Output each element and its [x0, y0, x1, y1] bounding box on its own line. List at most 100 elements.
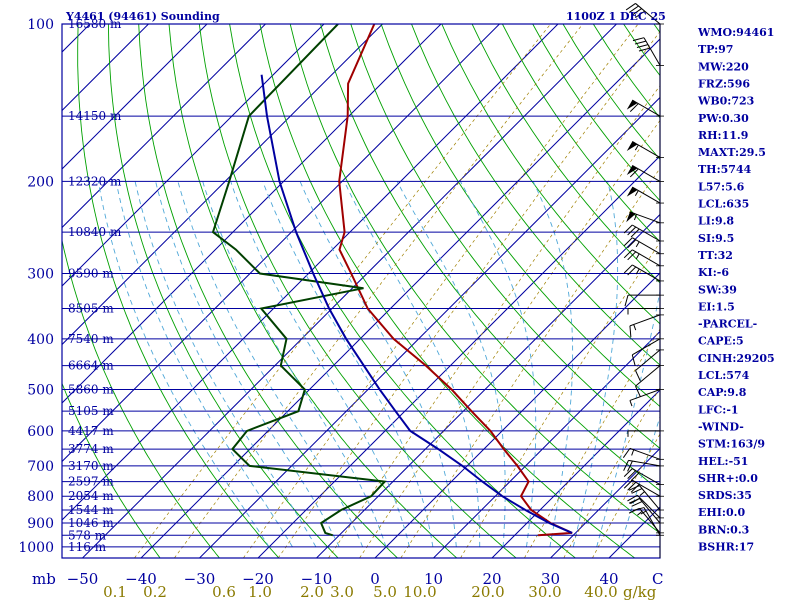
height-label: 2597 m — [68, 475, 114, 489]
isotherm-line — [62, 24, 442, 404]
height-label: 578 m — [68, 528, 107, 542]
wind-barb — [623, 224, 664, 242]
mixing-ratio-tick-label: 0.1 — [103, 583, 127, 600]
isotherm-line — [433, 330, 660, 558]
temperature-tick-label: 20 — [482, 570, 501, 588]
wind-barb — [623, 249, 664, 267]
dry-adiabat-line — [441, 24, 660, 325]
dry-adiabat-line — [380, 24, 660, 408]
moist-adiabat-line — [460, 181, 537, 547]
temperature-tick-label: 10 — [424, 570, 443, 588]
pressure-label: 800 — [27, 489, 54, 505]
wind-barb — [628, 498, 664, 524]
wind-barb — [627, 430, 664, 437]
index-entry: -PARCEL- — [698, 318, 757, 331]
height-label: 3170 m — [68, 459, 114, 473]
index-entry: EHI:0.0 — [698, 506, 745, 519]
wind-barb — [625, 3, 664, 25]
pressure-label: 700 — [27, 459, 54, 475]
wind-barbs — [622, 3, 664, 558]
temperature-axis-labels: −50 −40 −30 −20 −10 0 10 20 30 40 — [67, 570, 619, 588]
height-label: 7540 m — [68, 332, 114, 346]
mixing-ratio-unit-label: g/kg — [623, 583, 657, 600]
pressure-label: 100 — [27, 17, 54, 33]
height-label: 14150 m — [68, 109, 122, 123]
temperature-tick-label: 40 — [599, 570, 618, 588]
dry-adiabat-line — [107, 24, 339, 558]
wind-barb — [632, 507, 664, 536]
index-entry: RH:11.9 — [698, 129, 748, 142]
index-entry: WMO:94461 — [697, 26, 774, 39]
index-entry: BRN:0.3 — [698, 523, 749, 536]
wind-barb — [632, 37, 664, 66]
mixing-ratio-tick-label: 0.2 — [143, 583, 167, 600]
moist-adiabat-line — [343, 181, 481, 547]
moist-adiabat-line — [396, 181, 506, 547]
pressure-label: 900 — [27, 516, 54, 532]
index-entry: KI:-6 — [698, 266, 729, 279]
pressure-label: 400 — [27, 332, 54, 348]
dry-adiabat-line — [320, 24, 660, 492]
dry-adiabat-line — [350, 24, 660, 449]
wind-barb — [623, 459, 664, 472]
index-entry: SRDS:35 — [698, 489, 752, 502]
mixing-ratio-line — [524, 328, 660, 558]
mixing-ratio-tick-label: 2.0 — [300, 583, 324, 600]
index-entry: TH:5744 — [698, 163, 752, 176]
wind-barb — [623, 468, 664, 486]
mixing-ratio-line — [243, 24, 639, 558]
moist-adiabat-line — [262, 181, 434, 547]
dry-adiabat-line — [259, 24, 635, 558]
temperature-line — [338, 24, 573, 537]
wind-barb — [628, 485, 664, 511]
temperature-tick-label: 0 — [370, 570, 380, 588]
isotherm-line — [0, 24, 32, 558]
dry-adiabat-line — [198, 24, 517, 558]
mixing-ratio-tick-label: 30.0 — [528, 583, 561, 600]
mixing-ratio-tick-label: 40.0 — [584, 583, 617, 600]
mixing-ratio-labels: 0.1 0.2 0.6 1.0 2.0 3.0 5.0 10.0 20.0 30.0 40.0 — [103, 583, 618, 600]
moist-adiabat-line — [230, 181, 410, 548]
wind-barb — [629, 389, 664, 407]
wind-barb — [623, 264, 664, 282]
pressure-label: 1000 — [18, 540, 54, 556]
isotherm-line — [62, 24, 559, 521]
temperature-tick-label: −10 — [301, 570, 333, 588]
index-entry: LFC:-1 — [698, 403, 739, 416]
temperature-tick-label: −50 — [67, 570, 99, 588]
wind-barb — [627, 308, 664, 315]
sounding-series — [211, 24, 573, 537]
mixing-ratio-line — [277, 30, 660, 558]
dry-adiabat-line — [138, 24, 398, 558]
index-entry: MW:220 — [698, 60, 749, 73]
index-entry: L57:5.6 — [698, 180, 745, 193]
mixing-ratio-line — [400, 167, 660, 558]
isotherm-line — [491, 389, 660, 558]
height-label: 9590 m — [68, 266, 114, 280]
isotherm-line — [374, 272, 660, 558]
valid-time: 1100Z 1 DEC 25 — [566, 10, 666, 23]
isotherm-line — [62, 24, 500, 463]
index-entry: STM:163/9 — [698, 438, 765, 451]
mixing-ratio-tick-label: 0.6 — [212, 583, 236, 600]
height-label: 2054 m — [68, 489, 114, 503]
pressure-unit-label: mb — [32, 570, 56, 588]
stability-indices: WMO:94461 TP:97 MW:220 FRZ:596 WB0:723 PW:0.3… — [697, 26, 775, 554]
mixing-ratio-tick-label: 20.0 — [471, 583, 504, 600]
wind-barb — [623, 479, 664, 497]
index-entry: TT:32 — [698, 249, 733, 262]
wind-barb — [627, 494, 664, 519]
dry-adiabat-line — [592, 24, 660, 119]
height-label: 8505 m — [68, 302, 114, 316]
height-label: 5105 m — [68, 404, 114, 418]
mixing-ratio-line — [563, 387, 660, 558]
moist-adiabat-line — [155, 181, 340, 548]
dry-adiabat-line — [62, 382, 161, 558]
dry-adiabat-grid — [62, 24, 660, 558]
height-label: 6664 m — [68, 359, 114, 373]
height-label: 1046 m — [68, 516, 114, 530]
isotherm-line — [199, 96, 660, 558]
index-entry: SHR+:0.0 — [698, 472, 758, 485]
index-entry: TP:97 — [698, 43, 733, 56]
